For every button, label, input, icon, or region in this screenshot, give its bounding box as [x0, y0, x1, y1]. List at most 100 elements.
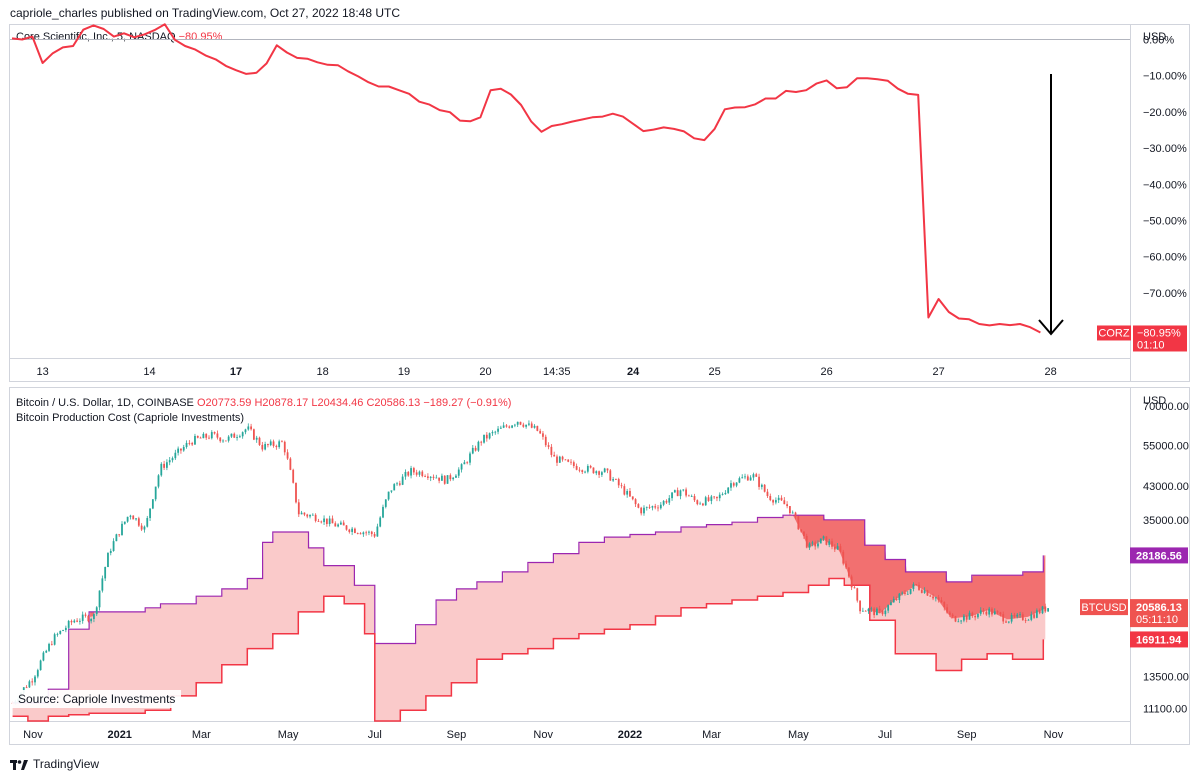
btc-candle-body: [651, 506, 654, 508]
btc-xtick-label: Nov: [1044, 729, 1064, 741]
btc-candle-body: [42, 652, 45, 661]
btc-candle-body: [859, 600, 861, 612]
btc-candle-body: [996, 611, 999, 613]
btc-candle-body: [519, 421, 522, 425]
btc-candle-body: [898, 593, 901, 600]
btc-xtick-label: 2021: [107, 729, 131, 741]
btc-candle-body: [637, 504, 640, 508]
btc-candle-body: [744, 476, 746, 478]
btc-candle-body: [763, 484, 766, 492]
btc-candle-body: [387, 491, 390, 500]
btc-candle-body: [398, 483, 401, 485]
btc-candle-body: [721, 494, 724, 495]
btc-symbol-title: Bitcoin / U.S. Dollar, 1D, COINBASE: [16, 397, 194, 409]
btc-candle-body: [1002, 614, 1005, 622]
btc-candle-body: [878, 608, 881, 611]
btc-candle-body: [48, 643, 50, 651]
btc-candle-body: [499, 427, 502, 429]
btc-candle-body: [918, 584, 920, 590]
btc-candle-body: [502, 425, 505, 428]
btc-candle-body: [56, 633, 59, 635]
btc-candle-body: [850, 576, 853, 588]
btc-candle-body: [864, 610, 867, 612]
btc-candle-body: [258, 437, 261, 445]
corz-ytick-label: −10.00%: [1143, 71, 1187, 83]
btc-symbol-tag-label: BTCUSD: [1081, 602, 1126, 614]
btc-candle-body: [508, 426, 511, 428]
btc-candle-body: [337, 524, 339, 527]
btc-candle-body: [418, 471, 421, 475]
btc-candle-body: [648, 506, 651, 508]
down-arrow-annotation: [1038, 74, 1064, 336]
btc-last-time: 05:11:10: [1136, 614, 1178, 626]
btc-candle-body: [62, 630, 64, 631]
btc-candle-body: [522, 424, 525, 427]
btc-candle-body: [887, 605, 890, 611]
btc-candle-body: [143, 526, 146, 530]
btc-candle-body: [289, 458, 292, 470]
btc-candle-body: [157, 475, 160, 487]
corz-ytick-label: −50.00%: [1143, 215, 1187, 227]
btc-candle-body: [118, 534, 121, 536]
btc-candle-body: [699, 503, 702, 505]
btc-candle-body: [421, 471, 424, 477]
btc-candle-body: [177, 448, 180, 453]
btc-candle-body: [640, 507, 643, 514]
production-cost-band: [12, 515, 1046, 721]
source-label: Source: Capriole Investments: [12, 690, 182, 708]
btc-candle-body: [477, 441, 480, 451]
btc-candle-body: [210, 432, 213, 439]
btc-candle-body: [112, 541, 115, 551]
btc-candle-body: [244, 429, 247, 433]
btc-xtick-label: Sep: [957, 729, 977, 741]
btc-candle-body: [556, 456, 558, 463]
btc-xtick-label: Nov: [23, 729, 43, 741]
btc-candle-body: [222, 440, 224, 442]
btc-candle-body: [528, 423, 530, 425]
btc-candle-body: [772, 500, 774, 503]
btc-candle-body: [1030, 614, 1033, 620]
btc-candle-body: [53, 634, 56, 645]
btc-candle-body: [320, 521, 323, 523]
btc-candle-body: [544, 436, 547, 446]
btc-candle-body: [309, 514, 311, 517]
btc-candle-body: [631, 496, 634, 500]
btc-candle-body: [598, 471, 600, 475]
btc-candle-body: [934, 597, 937, 599]
btc-candle-body: [28, 681, 31, 688]
btc-candle-body: [839, 546, 842, 552]
btc-candle-body: [659, 504, 662, 509]
btc-candle-body: [819, 538, 822, 544]
btc-candle-body: [216, 433, 219, 438]
btc-candle-body: [438, 477, 441, 481]
btc-candle-body: [657, 507, 659, 509]
btc-candle-body: [1047, 608, 1050, 612]
btc-candle-body: [45, 650, 48, 653]
corz-ytick-label: −70.00%: [1143, 288, 1187, 300]
btc-candle-body: [351, 528, 354, 532]
btc-candle-body: [774, 500, 777, 503]
btc-candle-body: [575, 465, 578, 470]
btc-candle-body: [174, 452, 177, 459]
btc-xtick-label: Mar: [702, 729, 721, 741]
btc-candle-body: [379, 517, 382, 527]
btc-candle-body: [912, 584, 915, 590]
btc-candle-body: [132, 515, 135, 520]
btc-candle-body: [732, 483, 735, 486]
btc-candle-body: [685, 489, 687, 496]
btc-candle-body: [954, 616, 957, 622]
corz-symbol-tag-label: CORZ: [1098, 327, 1129, 339]
btc-candle-body: [578, 469, 581, 471]
btc-candle-body: [920, 589, 923, 593]
corz-ytick-label: −20.00%: [1143, 107, 1187, 119]
btc-candle-body: [180, 448, 182, 451]
btc-last-value: 20586.13: [1136, 602, 1182, 614]
btc-candle-body: [643, 507, 645, 514]
btc-candle-body: [982, 610, 985, 612]
btc-candle-body: [1041, 606, 1044, 614]
corz-xtick-label: 25: [708, 366, 720, 378]
btc-candle-body: [90, 619, 93, 622]
btc-chart: 70000.00 55000.00 43000.00 35000.00 13500.00…: [11, 401, 1189, 741]
btc-candle-body: [283, 441, 286, 453]
